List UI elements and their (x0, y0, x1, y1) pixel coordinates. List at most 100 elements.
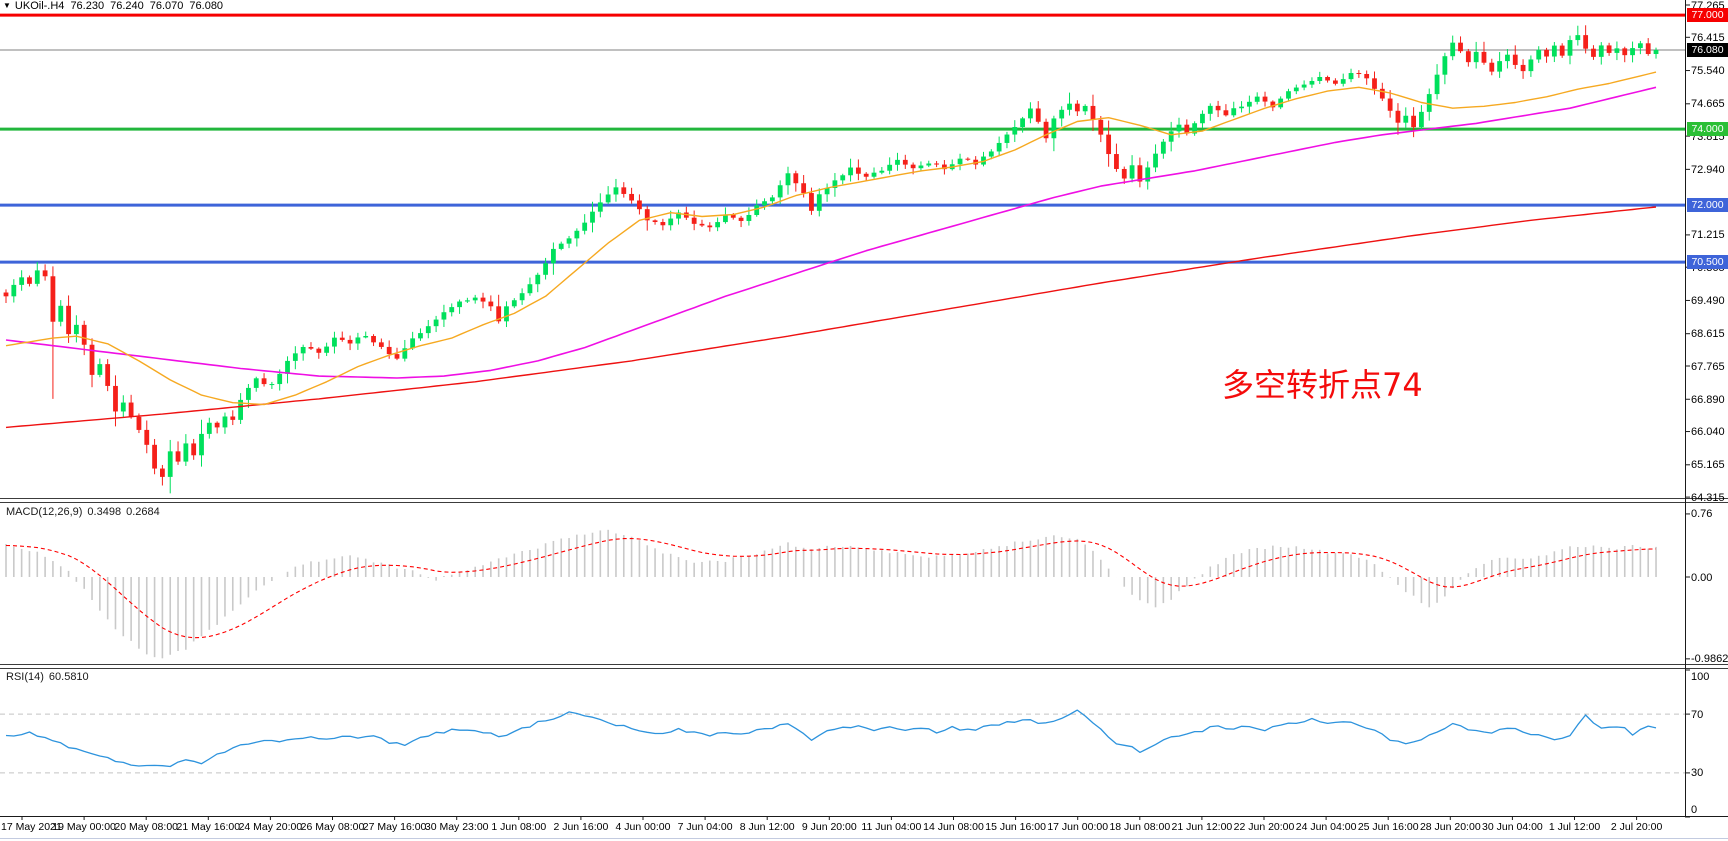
candle-body (777, 185, 783, 198)
candle-body (144, 429, 150, 445)
candle-body (543, 263, 548, 275)
candle-body (1497, 61, 1503, 72)
price-tick-label: 75.540 (1691, 65, 1725, 78)
candle-body (535, 274, 541, 285)
rsi-name: RSI(14) (6, 671, 44, 683)
ma-slow-red-line (5, 206, 1657, 429)
price-tick-label: 77.265 (1691, 0, 1725, 12)
candle-body (1583, 35, 1589, 49)
candle-body (824, 187, 830, 195)
candle-body (339, 337, 345, 340)
candle-body (605, 194, 611, 203)
candle-body (402, 348, 408, 359)
candle-body (1223, 110, 1229, 116)
candle-body (1028, 108, 1033, 119)
candle-body (597, 202, 603, 212)
candle-body (1129, 165, 1135, 179)
candle-body (558, 243, 564, 249)
candle-body (926, 163, 932, 166)
candle-body (1309, 80, 1315, 85)
candle-body (496, 306, 502, 322)
candle-body (644, 209, 650, 221)
candle-body (832, 180, 838, 188)
candle-body (19, 277, 25, 285)
price-level-badge-72.000: 72.000 (1687, 198, 1728, 213)
macd-signal-line (5, 537, 1657, 639)
candle-body (363, 335, 369, 338)
candle-body (1356, 73, 1362, 75)
candle-body (1207, 105, 1213, 114)
candle-body (457, 301, 462, 308)
candle-body (1442, 56, 1448, 75)
candle-body (1059, 109, 1065, 119)
rsi-tick-label: 30 (1691, 767, 1704, 780)
candle-body (120, 402, 126, 412)
time-axis-label: 27 May 16:00 (362, 821, 427, 833)
candle-body (1121, 168, 1127, 179)
candle-body (308, 347, 314, 349)
candle-body (136, 416, 142, 430)
candle-body (1528, 59, 1534, 72)
candle-body (1567, 40, 1573, 56)
candle-body (1254, 96, 1260, 102)
candle-body (707, 225, 713, 228)
candle-body (879, 170, 885, 173)
candle-body (1262, 96, 1268, 102)
rsi-value: 60.5810 (48, 671, 89, 683)
time-axis-label: 8 Jun 12:00 (739, 821, 795, 833)
candle-body (1395, 110, 1401, 123)
ma-fast-orange-line (5, 71, 1657, 406)
candle-body (214, 422, 220, 428)
ohlc-low: 76.070 (149, 0, 184, 12)
candle-body (73, 324, 79, 335)
candle-body (1481, 51, 1487, 63)
candle-body (1067, 103, 1072, 110)
candle-body (1090, 105, 1096, 120)
macd-main-value: 0.3498 (87, 506, 122, 518)
candle-body (871, 172, 877, 177)
symbol-dropdown-icon[interactable]: ▼ (3, 1, 11, 10)
candle-body (511, 300, 517, 307)
candle-body (3, 292, 9, 297)
candle-body (996, 142, 1002, 152)
candle-body (1192, 123, 1198, 134)
candle-body (128, 402, 134, 417)
candle-body (918, 165, 924, 169)
time-axis-label: 28 Jun 20:00 (1419, 821, 1481, 833)
candle-body (316, 348, 322, 353)
candle-body (199, 433, 204, 456)
candle-body (621, 187, 627, 194)
candle-body (715, 222, 721, 228)
candle-body (97, 364, 103, 375)
candle-body (1520, 64, 1526, 72)
candle-body (504, 306, 509, 322)
candle-body (895, 159, 900, 165)
time-axis-label: 18 Jun 08:00 (1109, 821, 1171, 833)
candle-body (590, 211, 595, 223)
candle-body (1372, 78, 1377, 89)
candle-body (1246, 101, 1252, 107)
annotation-text[interactable]: 多空转折点74 (1222, 366, 1423, 404)
price-tick-label: 67.765 (1691, 360, 1725, 373)
time-axis-label: 14 Jun 08:00 (923, 821, 984, 833)
candle-body (183, 443, 189, 462)
ohlc-close: 76.080 (189, 0, 224, 12)
macd-indicator-label: MACD(12,26,9) 0.3498 0.2684 (6, 506, 165, 518)
candle-body (1622, 48, 1628, 56)
candle-body (519, 293, 525, 301)
price-tick-label: 64.315 (1691, 491, 1725, 504)
rsi-tick-label: 70 (1691, 708, 1704, 721)
candle-body (246, 387, 251, 400)
candle-body (378, 342, 384, 347)
time-axis-label: 9 Jun 20:00 (801, 821, 857, 833)
candle-body (527, 284, 533, 294)
time-axis-label: 21 May 16:00 (176, 821, 241, 833)
time-axis-label: 25 Jun 16:00 (1357, 821, 1419, 833)
price-tick-label: 74.665 (1691, 98, 1725, 111)
candle-body (910, 164, 916, 169)
candle-body (1137, 165, 1143, 182)
candle-body (1200, 113, 1205, 124)
candle-body (934, 163, 939, 165)
candle-body (754, 205, 760, 215)
